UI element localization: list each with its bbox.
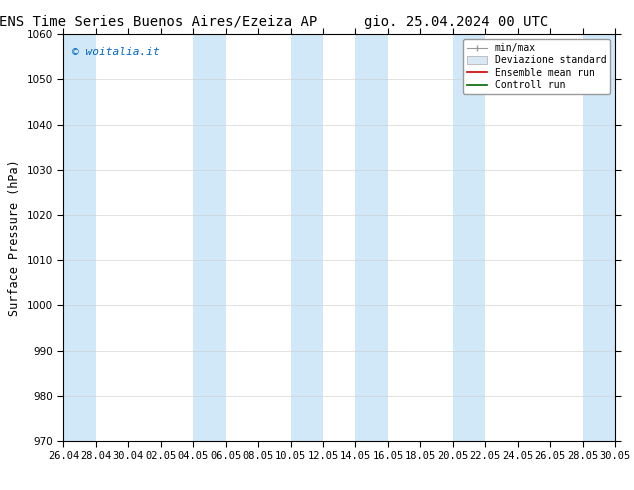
Text: ENS Time Series Buenos Aires/Ezeiza AP: ENS Time Series Buenos Aires/Ezeiza AP <box>0 15 318 29</box>
Text: © woitalia.it: © woitalia.it <box>72 47 159 56</box>
Bar <box>453 34 485 441</box>
Y-axis label: Surface Pressure (hPa): Surface Pressure (hPa) <box>8 159 21 316</box>
Bar <box>583 34 615 441</box>
Legend: min/max, Deviazione standard, Ensemble mean run, Controll run: min/max, Deviazione standard, Ensemble m… <box>463 39 610 94</box>
Bar <box>356 34 388 441</box>
Bar <box>290 34 323 441</box>
Text: gio. 25.04.2024 00 UTC: gio. 25.04.2024 00 UTC <box>365 15 548 29</box>
Bar <box>193 34 226 441</box>
Bar <box>63 34 96 441</box>
